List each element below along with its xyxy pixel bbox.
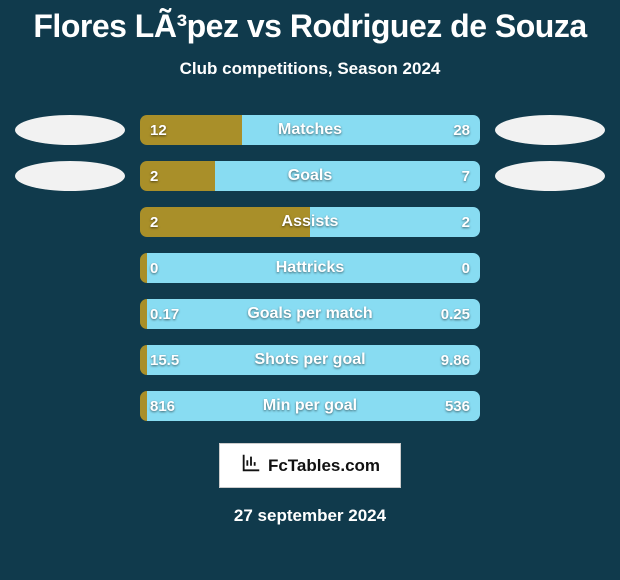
stat-row: 27Goals [15, 161, 605, 191]
player-right-marker [495, 115, 605, 145]
page-title: Flores LÃ³pez vs Rodriguez de Souza [0, 0, 620, 45]
stat-label: Matches [140, 115, 480, 145]
stat-row: 22Assists [15, 207, 605, 237]
footer: FcTables.com 27 september 2024 [0, 443, 620, 526]
stat-bar: 15.59.86Shots per goal [140, 345, 480, 375]
stat-row: 15.59.86Shots per goal [15, 345, 605, 375]
logo-text: FcTables.com [268, 456, 380, 476]
stat-bar: 816536Min per goal [140, 391, 480, 421]
stat-bar: 0.170.25Goals per match [140, 299, 480, 329]
stat-label: Goals [140, 161, 480, 191]
stat-bar: 27Goals [140, 161, 480, 191]
player-left-marker [15, 115, 125, 145]
player-left-marker [15, 161, 125, 191]
stat-bar: 1228Matches [140, 115, 480, 145]
subtitle: Club competitions, Season 2024 [0, 59, 620, 79]
fctables-logo[interactable]: FcTables.com [219, 443, 401, 488]
date-label: 27 september 2024 [234, 506, 386, 526]
stat-bar: 00Hattricks [140, 253, 480, 283]
player-right-marker [495, 161, 605, 191]
stat-row: 00Hattricks [15, 253, 605, 283]
stat-row: 0.170.25Goals per match [15, 299, 605, 329]
stat-label: Shots per goal [140, 345, 480, 375]
stat-row: 1228Matches [15, 115, 605, 145]
stat-label: Min per goal [140, 391, 480, 421]
comparison-card: Flores LÃ³pez vs Rodriguez de Souza Club… [0, 0, 620, 580]
chart-icon [240, 452, 262, 479]
stat-label: Goals per match [140, 299, 480, 329]
stat-label: Assists [140, 207, 480, 237]
stat-bar: 22Assists [140, 207, 480, 237]
stat-row: 816536Min per goal [15, 391, 605, 421]
stat-label: Hattricks [140, 253, 480, 283]
stat-rows: 1228Matches 27Goals 22Assists 00Hattricks 0.… [0, 115, 620, 421]
